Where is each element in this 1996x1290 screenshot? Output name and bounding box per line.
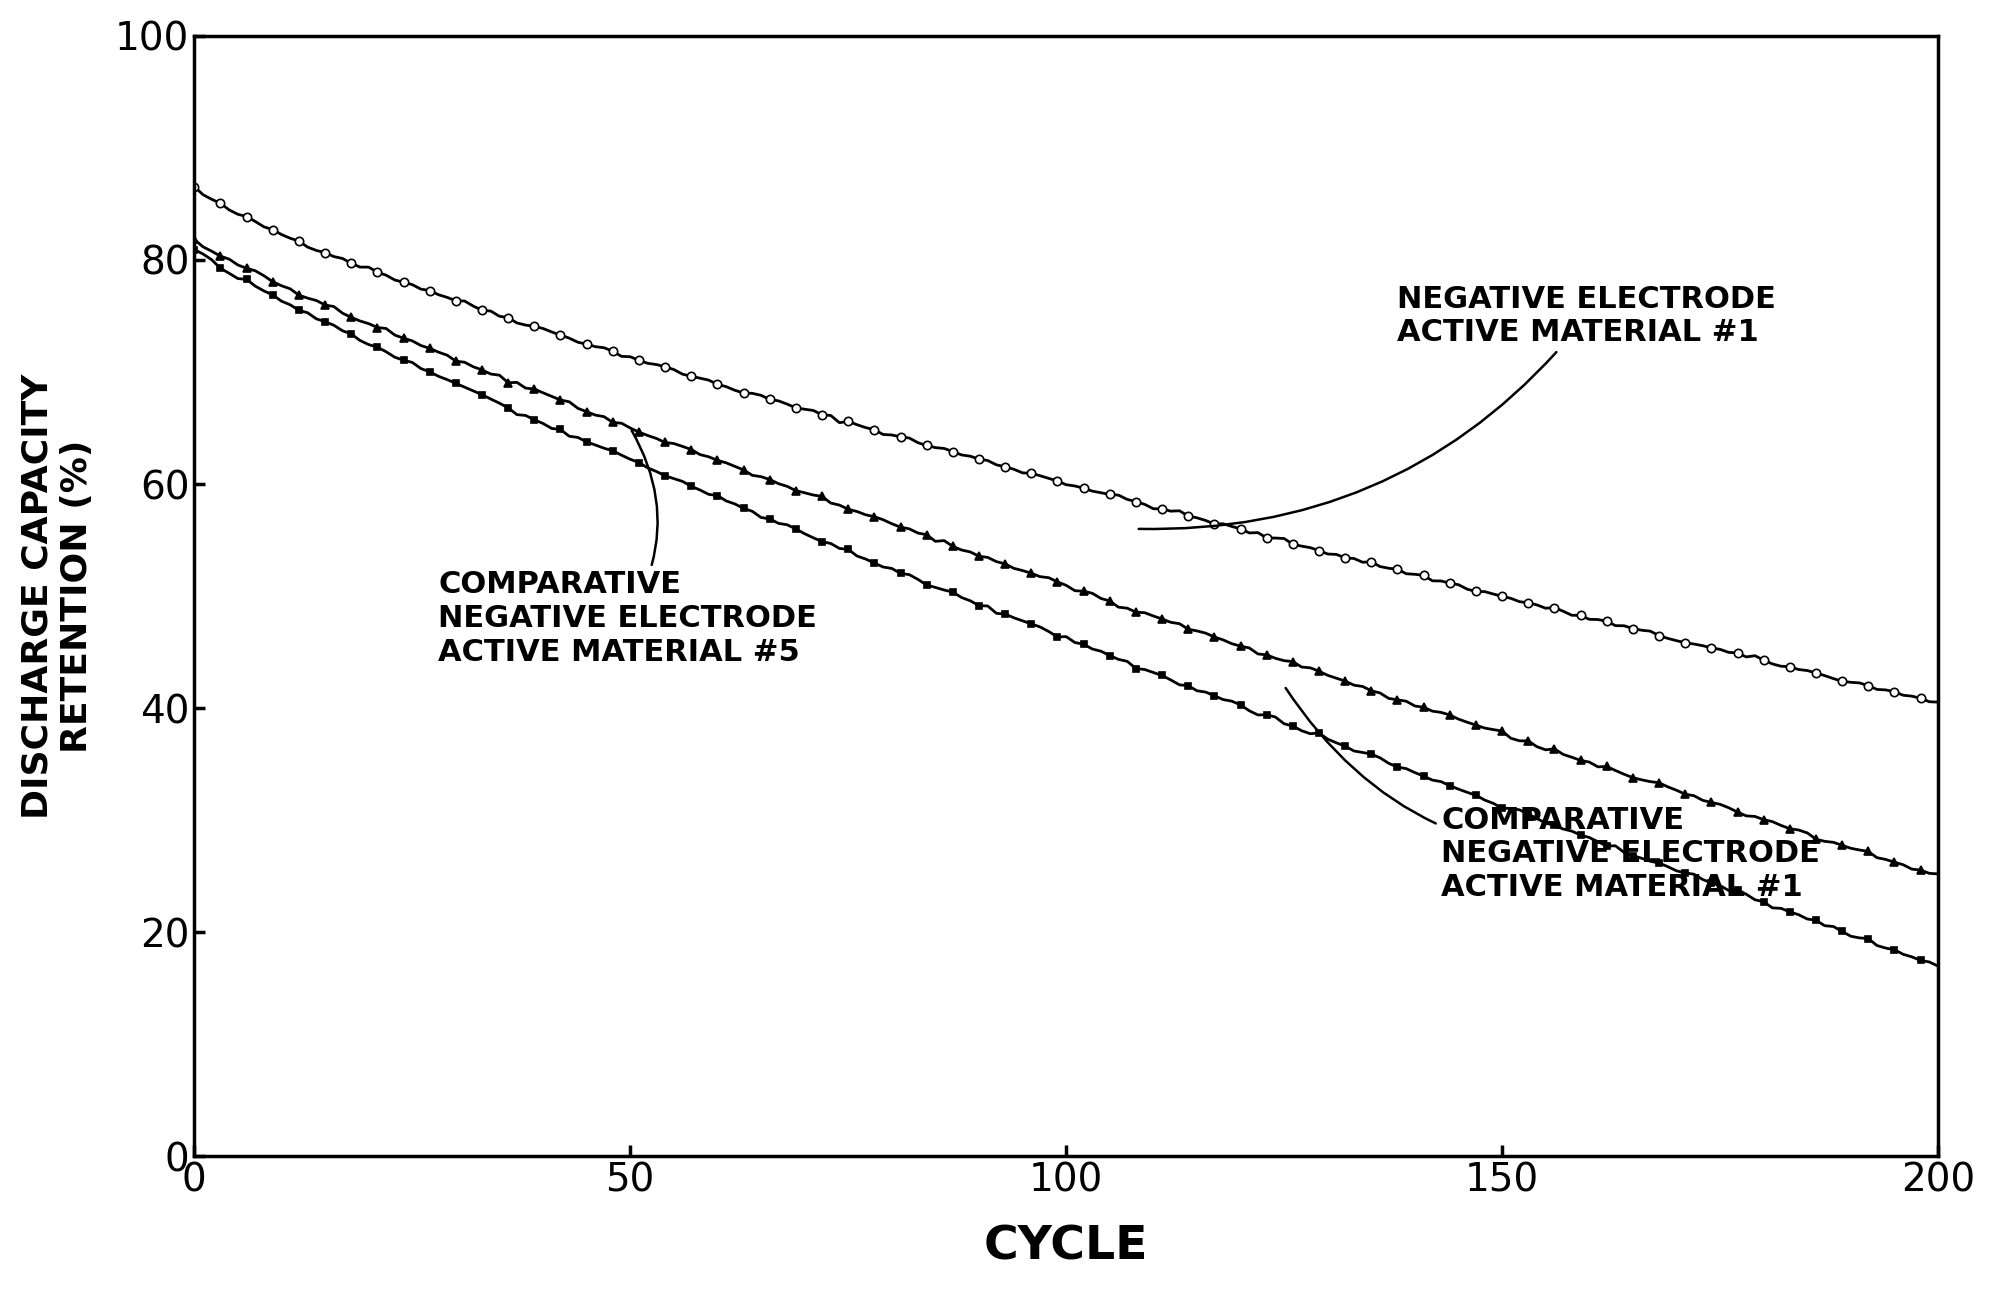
X-axis label: CYCLE: CYCLE bbox=[984, 1224, 1148, 1269]
Text: COMPARATIVE
NEGATIVE ELECTRODE
ACTIVE MATERIAL #1: COMPARATIVE NEGATIVE ELECTRODE ACTIVE MA… bbox=[1285, 688, 1820, 902]
Text: COMPARATIVE
NEGATIVE ELECTRODE
ACTIVE MATERIAL #5: COMPARATIVE NEGATIVE ELECTRODE ACTIVE MA… bbox=[439, 431, 816, 667]
Text: NEGATIVE ELECTRODE
ACTIVE MATERIAL #1: NEGATIVE ELECTRODE ACTIVE MATERIAL #1 bbox=[1138, 285, 1776, 529]
Y-axis label: DISCHARGE CAPACITY
RETENTION (%): DISCHARGE CAPACITY RETENTION (%) bbox=[20, 373, 94, 819]
